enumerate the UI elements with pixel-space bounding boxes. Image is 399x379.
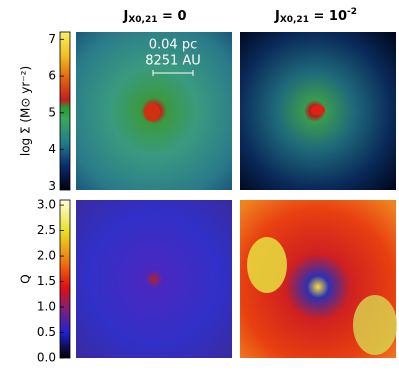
map-panel — [76, 200, 232, 358]
colorbar-label: log Σ (M⊙ yr⁻²) — [19, 66, 33, 156]
colorbar-tick-label: 1.5 — [37, 274, 56, 288]
colorbar-tick-label: 2.5 — [37, 223, 56, 237]
colorbar-tick-label: 0.5 — [37, 325, 56, 339]
annotation: 8251 AU — [145, 54, 201, 69]
colorbar-tick-label: 0.0 — [37, 351, 56, 365]
colorbar-tick-label: 2.0 — [37, 249, 56, 263]
map-feature — [353, 295, 397, 355]
map-feature — [144, 103, 160, 121]
colorbar-tick-label: 6 — [48, 69, 56, 83]
colorbar-tick-label: 7 — [48, 32, 56, 46]
colorbar-tick-label: 4 — [48, 142, 56, 156]
colorbar-tick-label: 5 — [48, 105, 56, 119]
annotation: 0.04 pc — [149, 38, 197, 53]
colorbar-tick-label: 1.0 — [37, 300, 56, 314]
colorbar — [59, 199, 71, 359]
map-feature — [247, 237, 287, 293]
column-title: JX0,21 = 0 — [123, 9, 187, 25]
colorbar-tick-label: 3 — [48, 179, 56, 193]
map-feature — [311, 105, 325, 115]
column-title: JX0,21 = 10-2 — [274, 7, 357, 25]
colorbar-label: Q — [19, 274, 33, 283]
colorbar — [59, 31, 71, 191]
colorbar-tick-label: 3.0 — [37, 198, 56, 212]
